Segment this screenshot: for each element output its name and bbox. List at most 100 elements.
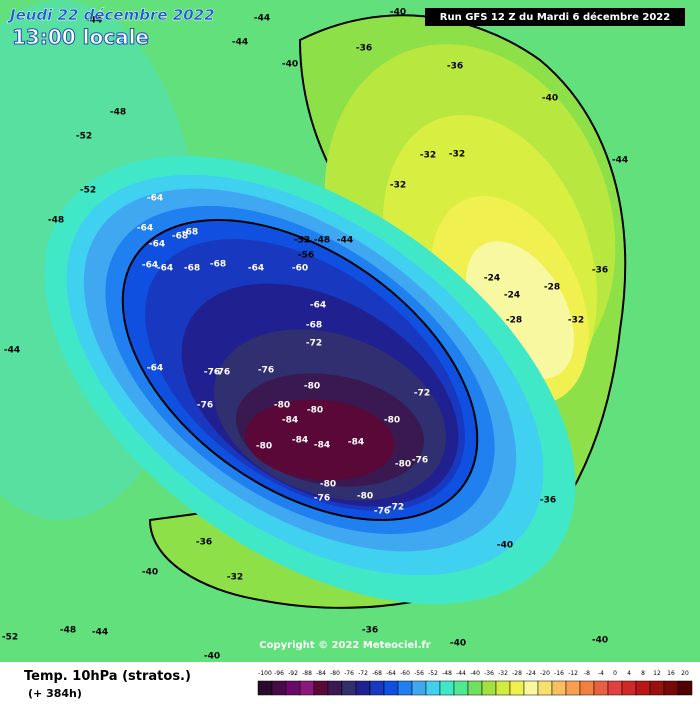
contour-label: -68 (184, 264, 200, 274)
contour-label: -40 (282, 60, 298, 70)
contour-label: -24 (504, 291, 520, 301)
scale-label: -96 (274, 670, 284, 677)
scale-label: -40 (470, 670, 480, 677)
contour-label: -84 (292, 436, 308, 446)
contour-label: -44 (92, 628, 108, 638)
scale-swatch (593, 680, 609, 696)
contour-label: -72 (414, 389, 430, 399)
scale-swatch (439, 680, 455, 696)
scale-label: 4 (627, 670, 631, 677)
scale-label: -36 (484, 670, 494, 677)
contour-label: -64 (137, 224, 153, 234)
scale-label: -28 (512, 670, 522, 677)
contour-label: -64 (157, 264, 173, 274)
scale-swatch (635, 680, 651, 696)
contour-label: -48 (110, 108, 126, 118)
contour-label: -28 (506, 316, 522, 326)
contour-label: -60 (292, 264, 308, 274)
scale-swatch (341, 680, 357, 696)
scale-swatch (523, 680, 539, 696)
contour-label: -32 (449, 150, 465, 160)
scale-label: -76 (344, 670, 354, 677)
contour-label: -76 (314, 494, 330, 504)
contour-label: -76 (374, 507, 390, 517)
contour-label: -48 (48, 216, 64, 226)
scale-swatch (355, 680, 371, 696)
forecast-time: 13:00 locale (12, 25, 149, 49)
scale-label: -4 (598, 670, 604, 677)
scale-label: 12 (653, 670, 661, 677)
scale-swatch (383, 680, 399, 696)
contour-label: -84 (282, 416, 298, 426)
scale-swatch (565, 680, 581, 696)
contour-label: -44 (337, 236, 353, 246)
scale-swatch (537, 680, 553, 696)
contour-label: -52 (76, 132, 92, 142)
contour-label: -36 (362, 626, 378, 636)
contour-label: -36 (356, 44, 372, 54)
contour-label: -32 (420, 151, 436, 161)
scale-label: -68 (372, 670, 382, 677)
scale-swatch (467, 680, 483, 696)
scale-swatch (509, 680, 525, 696)
run-box (425, 8, 685, 26)
contour-label: -40 (204, 652, 220, 662)
scale-swatch (369, 680, 385, 696)
copyright: Copyright © 2022 Meteociel.fr (259, 640, 430, 651)
contour-label: -68 (182, 228, 198, 238)
scale-swatch (495, 680, 511, 696)
scale-label: -56 (414, 670, 424, 677)
contour-label: -36 (540, 496, 556, 506)
contour-label: -40 (497, 541, 513, 551)
contour-label: -52 (2, 633, 18, 643)
scale-label: 8 (641, 670, 645, 677)
contour-label: -40 (592, 636, 608, 646)
contour-label: -64 (310, 301, 326, 311)
contour-label: -52 (294, 236, 310, 246)
contour-label: -32 (390, 181, 406, 191)
scale-swatch (327, 680, 343, 696)
scale-swatch (649, 680, 665, 696)
contour-label: -40 (450, 639, 466, 649)
scale-label: -8 (584, 670, 590, 677)
contour-label: -72 (388, 503, 404, 513)
scale-label: -44 (456, 670, 466, 677)
contour-label: -72 (306, 339, 322, 349)
contour-label: -80 (274, 401, 290, 411)
contour-label: -76 (197, 401, 213, 411)
contour-label: -32 (568, 316, 584, 326)
scale-label: -32 (498, 670, 508, 677)
scale-label: -84 (316, 670, 326, 677)
contour-label: -56 (298, 251, 314, 261)
scale-label: -12 (568, 670, 578, 677)
contour-label: -24 (484, 274, 500, 284)
scale-label: -64 (386, 670, 396, 677)
contour-label: -36 (447, 62, 463, 72)
scale-label: -80 (330, 670, 340, 677)
contour-label: -44 (86, 16, 102, 26)
scale-swatch (607, 680, 623, 696)
scale-swatch (411, 680, 427, 696)
contour-label: -80 (384, 416, 400, 426)
scale-label: -52 (428, 670, 438, 677)
contour-label: -80 (304, 382, 320, 392)
contour-label: -76 (258, 366, 274, 376)
lead-time: (+ 384h) (28, 687, 82, 700)
scale-label: -60 (400, 670, 410, 677)
contour-label: -68 (172, 232, 188, 242)
scale-label: 16 (667, 670, 675, 677)
contour-label: -80 (256, 442, 272, 452)
contour-label: -64 (248, 264, 264, 274)
contour-label: -80 (320, 480, 336, 490)
contour-label: -32 (227, 573, 243, 583)
contour-label: -84 (348, 438, 364, 448)
contour-label: -68 (306, 321, 322, 331)
scale-label: -24 (526, 670, 536, 677)
contour-label: -80 (357, 492, 373, 502)
product-title: Temp. 10hPa (stratos.) (24, 669, 191, 684)
contour-label: -64 (142, 261, 158, 271)
contour-label: -84 (314, 441, 330, 451)
scale-swatch (481, 680, 497, 696)
run-info: Run GFS 12 Z du Mardi 6 décembre 2022 (440, 11, 670, 23)
